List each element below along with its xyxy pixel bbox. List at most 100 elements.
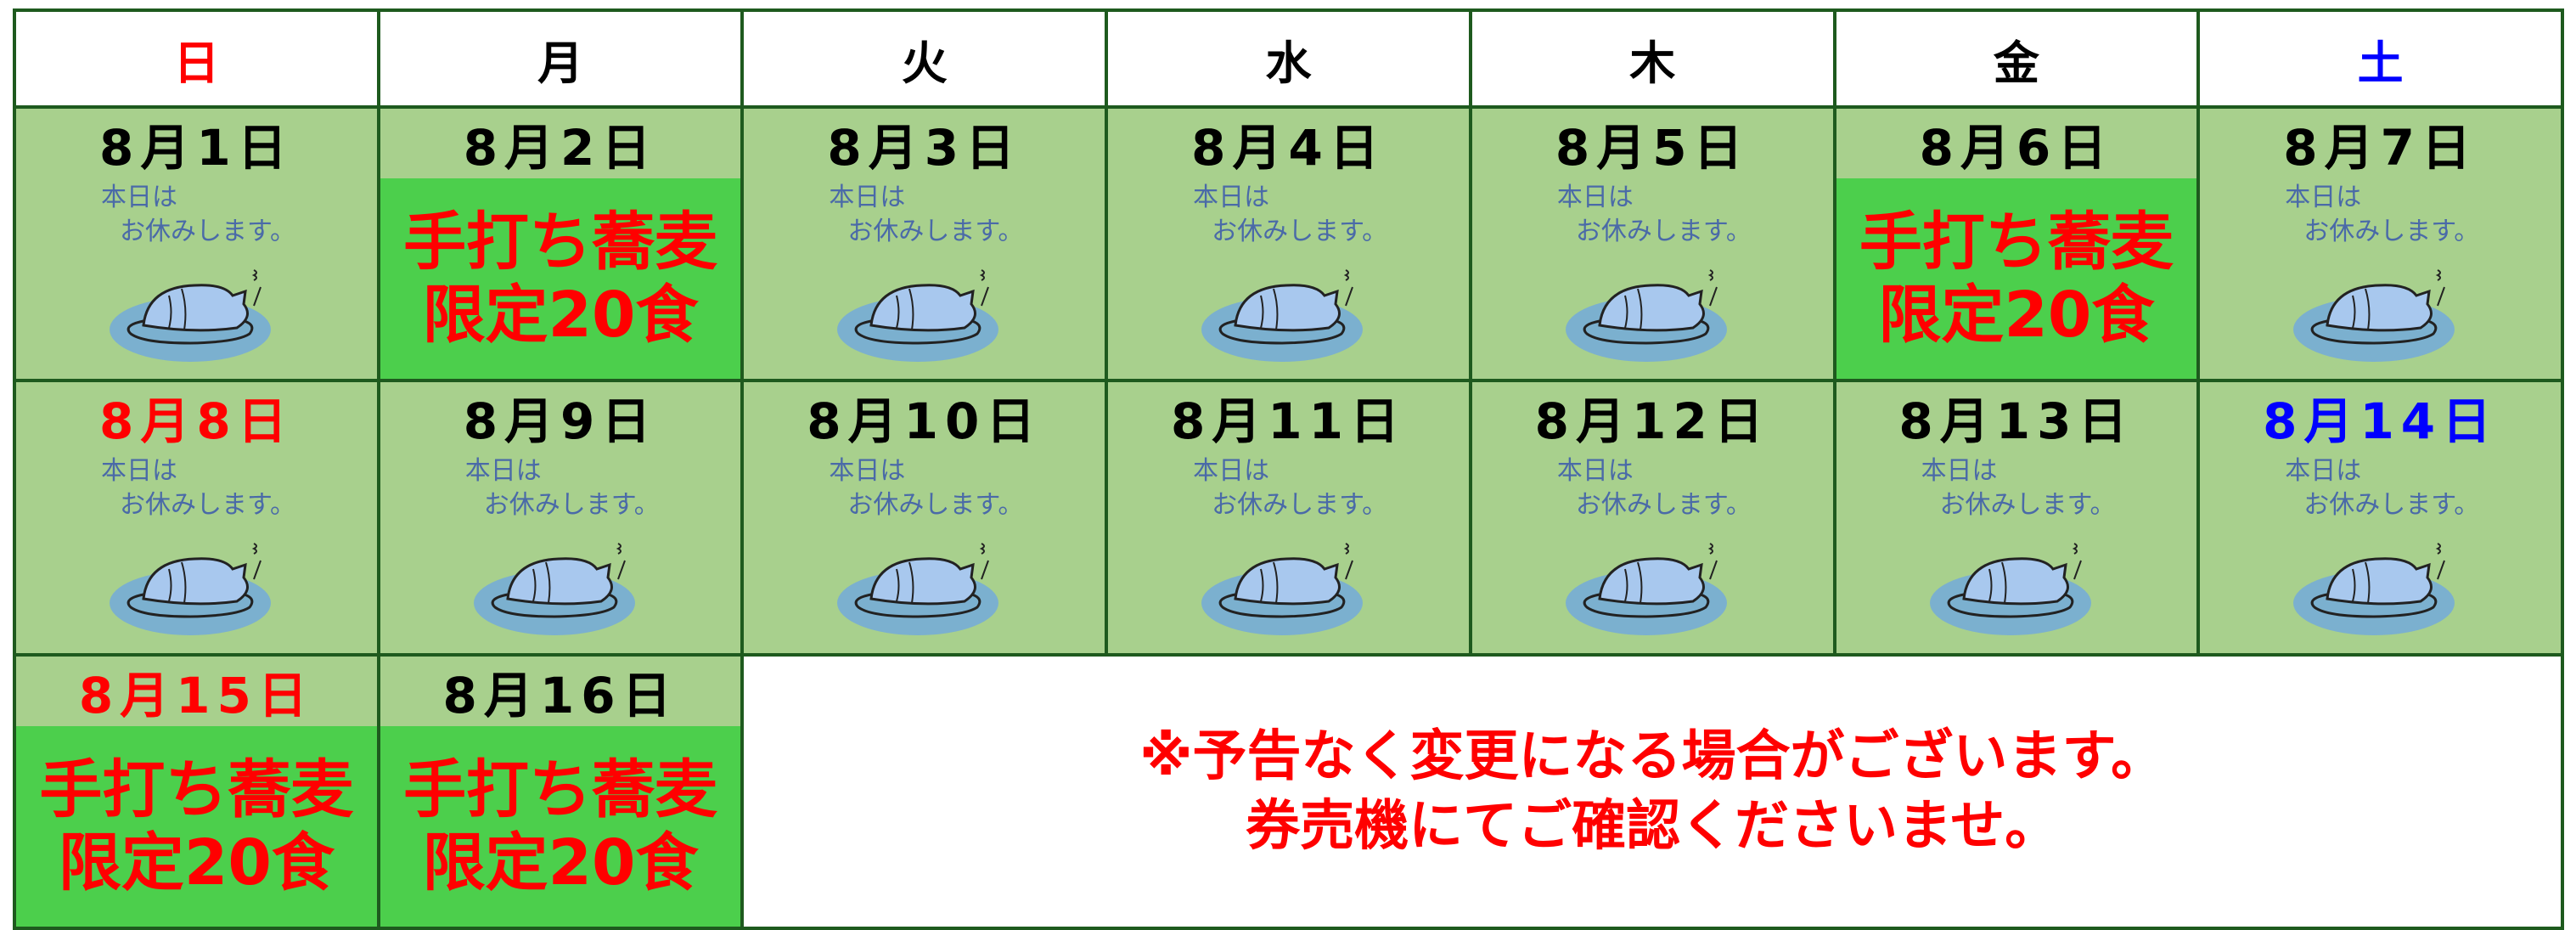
note-line: 本日は xyxy=(101,183,177,212)
notice: ※予告なく変更になる場合がございます。 券売機にてご確認くださいませ。 xyxy=(744,656,2561,927)
sleeping-cat xyxy=(110,269,271,362)
sleeping-cat xyxy=(1929,543,2091,636)
day-cell: 8月1日本日はお休みします。 xyxy=(16,109,377,380)
day-cell: 8月3日本日はお休みします。 xyxy=(744,109,1105,380)
closed-note: 本日は お休みします。 xyxy=(1193,454,1387,522)
day-cell: 8月14日 本日は お休みします。 xyxy=(2200,382,2561,653)
note-line: お休みします。 xyxy=(847,490,1024,521)
note-line: お休みします。 xyxy=(2303,490,2480,521)
note-line: 本日は xyxy=(1556,456,1634,487)
special-line: 限定20食 xyxy=(58,826,335,899)
note-line: お休みします。 xyxy=(1939,490,2116,521)
day-date: 8月3日 xyxy=(827,119,1022,177)
day-date: 8月10日 xyxy=(807,392,1043,451)
sleeping-cat xyxy=(110,543,271,636)
closed-note: 本日はお休みします。 xyxy=(1193,181,1387,249)
weekday-header: 木 xyxy=(1471,12,1833,105)
note-line: 本日は xyxy=(2285,183,2362,212)
day-cell: 8月11日 本日は お休みします。 xyxy=(1108,382,1469,653)
day-date: 8月14日 xyxy=(2263,392,2499,451)
day-date: 8月13日 xyxy=(1898,392,2134,451)
note-line: 本日は xyxy=(1921,456,1998,487)
note-line: お休みします。 xyxy=(1212,490,1388,521)
day-date: 8月7日 xyxy=(2283,119,2478,177)
closed-note: 本日は お休みします。 xyxy=(465,454,660,522)
day-date: 8月16日 xyxy=(442,666,678,724)
special-line: 手打ち蕎麦 xyxy=(403,206,718,279)
day-date: 8月1日 xyxy=(98,119,294,177)
day-cell: 8月13日 本日は お休みします。 xyxy=(1836,382,2197,653)
day-cell: 8月16日 手打ち蕎麦 限定20食 xyxy=(380,656,741,927)
note-line: 本日は xyxy=(2285,456,2362,487)
day-date: 8月11日 xyxy=(1170,392,1407,451)
special-offer: 手打ち蕎麦 限定20食 xyxy=(1836,178,2197,380)
day-cell: 8月8日 本日は お休みします。 xyxy=(16,382,377,653)
weekday-header: 月 xyxy=(380,12,741,105)
weekday-header: 火 xyxy=(744,12,1105,105)
note-line: 本日は xyxy=(829,183,906,212)
note-line: お休みします。 xyxy=(1212,217,1388,246)
day-date: 8月2日 xyxy=(463,119,658,177)
day-cell: 8月5日本日はお休みします。 xyxy=(1471,109,1833,380)
sleeping-cat xyxy=(1201,543,1364,636)
closed-note: 本日はお休みします。 xyxy=(2285,181,2479,249)
note-line: お休みします。 xyxy=(120,490,295,521)
note-line: 本日は xyxy=(829,456,906,487)
special-line: 手打ち蕎麦 xyxy=(1859,206,2174,279)
sleeping-cat xyxy=(2293,269,2455,362)
notice-line: ※予告なく変更になる場合がございます。 xyxy=(1139,724,2166,788)
day-cell: 8月6日 手打ち蕎麦 限定20食 xyxy=(1836,109,2197,380)
weekday-header: 金 xyxy=(1836,12,2197,105)
special-offer: 手打ち蕎麦 限定20食 xyxy=(16,725,377,927)
special-offer: 手打ち蕎麦 限定20食 xyxy=(380,725,741,927)
day-cell: 8月12日 本日は お休みします。 xyxy=(1471,382,1833,653)
closed-note: 本日は お休みします。 xyxy=(2285,454,2479,522)
day-date: 8月4日 xyxy=(1191,119,1386,177)
notice-line: 券売機にてご確認くださいませ。 xyxy=(1246,794,2060,858)
day-date: 8月6日 xyxy=(1919,119,2114,177)
special-offer: 手打ち蕎麦 限定20食 xyxy=(380,178,741,380)
day-date: 8月9日 xyxy=(463,392,658,451)
closed-note: 本日はお休みします。 xyxy=(829,181,1023,249)
sleeping-cat xyxy=(473,543,635,636)
special-line: 手打ち蕎麦 xyxy=(39,752,354,826)
day-date: 8月15日 xyxy=(78,666,314,724)
sleeping-cat xyxy=(1201,269,1364,362)
weekday-header: 水 xyxy=(1108,12,1469,105)
closed-note: 本日はお休みします。 xyxy=(1557,181,1752,249)
note-line: お休みします。 xyxy=(483,490,660,521)
note-line: 本日は xyxy=(464,456,542,487)
note-line: お休みします。 xyxy=(847,217,1024,246)
note-line: 本日は xyxy=(1556,183,1634,212)
note-line: 本日は xyxy=(1193,456,1270,487)
closed-note: 本日は お休みします。 xyxy=(1921,454,2116,522)
sleeping-cat xyxy=(837,269,999,362)
day-cell: 8月9日 本日は お休みします。 xyxy=(380,382,741,653)
special-line: 手打ち蕎麦 xyxy=(403,752,718,826)
day-cell: 8月2日 手打ち蕎麦 限定20食 xyxy=(380,109,741,380)
day-date: 8月12日 xyxy=(1534,392,1770,451)
special-line: 限定20食 xyxy=(1878,279,2155,352)
closed-note: 本日は お休みします。 xyxy=(1557,454,1752,522)
day-date: 8月8日 xyxy=(98,392,294,451)
day-date: 8月5日 xyxy=(1555,119,1750,177)
day-cell: 8月15日 手打ち蕎麦 限定20食 xyxy=(16,656,377,927)
note-line: 本日は xyxy=(1193,183,1270,212)
note-line: 本日は xyxy=(101,456,177,487)
closed-note: 本日は お休みします。 xyxy=(101,454,295,522)
day-cell: 8月7日本日はお休みします。 xyxy=(2200,109,2561,380)
note-line: お休みします。 xyxy=(2303,217,2480,246)
sleeping-cat xyxy=(2293,543,2455,636)
weekday-header: 日 xyxy=(16,12,377,105)
closed-note: 本日は お休みします。 xyxy=(829,454,1023,522)
sleeping-cat xyxy=(1565,543,1727,636)
special-line: 限定20食 xyxy=(422,279,699,352)
weekday-header: 土 xyxy=(2200,12,2561,105)
closed-note: 本日はお休みします。 xyxy=(101,181,295,249)
note-line: お休みします。 xyxy=(120,217,295,246)
special-line: 限定20食 xyxy=(422,826,699,899)
note-line: お休みします。 xyxy=(1575,217,1752,246)
calendar: 日月火水木金土 8月1日 本日は お休みします。 8月2日 手打ち蕎麦 限定20食 8月3日… xyxy=(13,8,2564,930)
sleeping-cat xyxy=(1565,269,1727,362)
